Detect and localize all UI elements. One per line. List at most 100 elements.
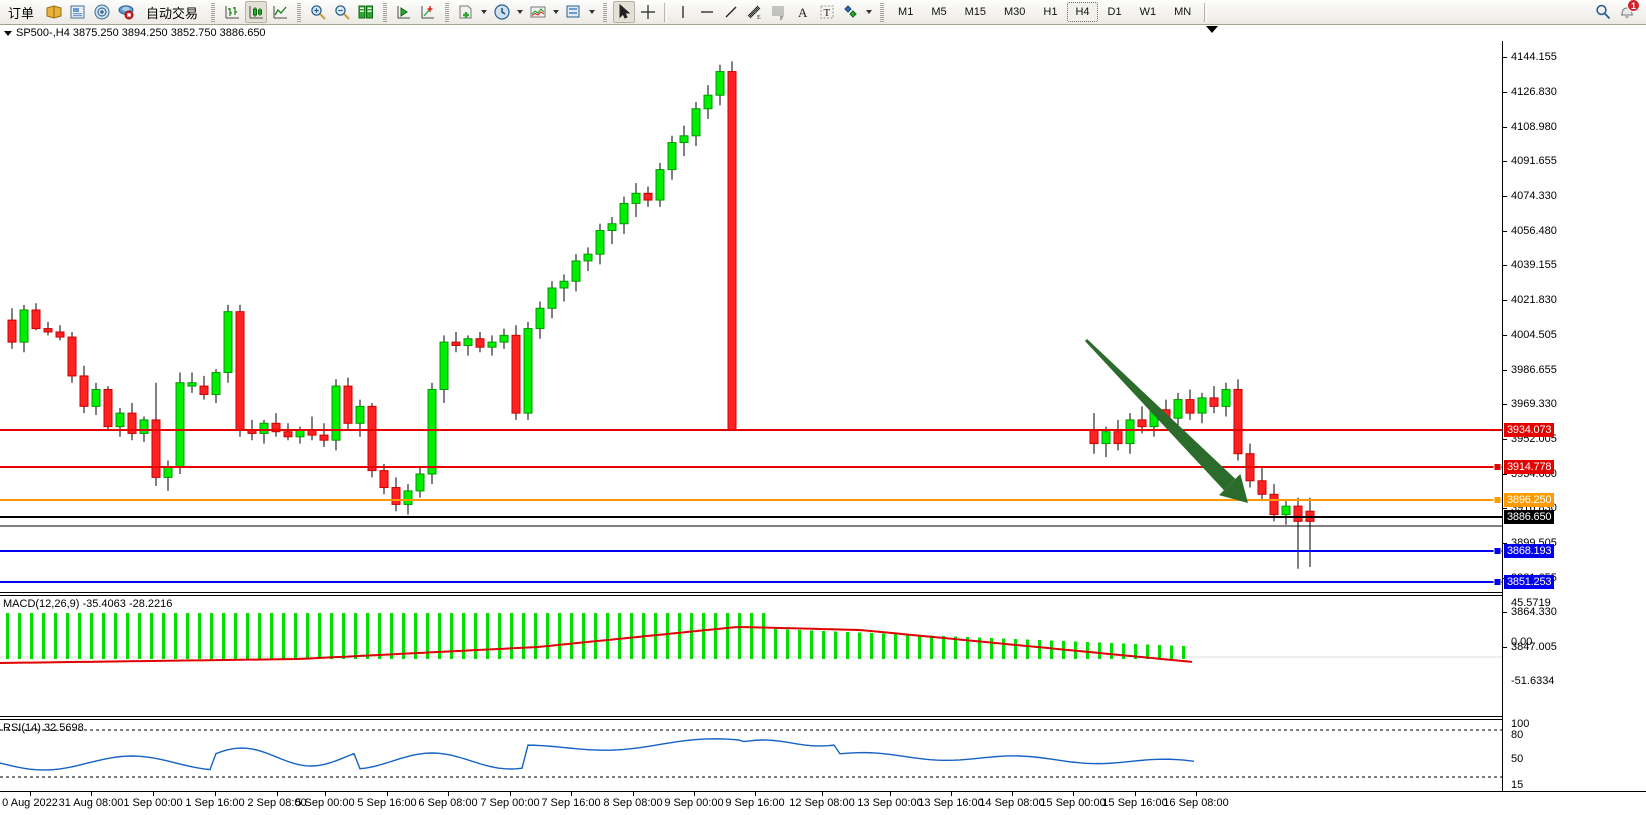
price-chart-pane[interactable] [0, 41, 1502, 593]
price-axis[interactable]: 4144.155 4126.830 4108.980 4091.655 4074.330… [1502, 41, 1646, 791]
svg-text:T: T [824, 7, 831, 19]
price-tick [1503, 300, 1507, 301]
time-tick [890, 792, 891, 796]
price-tick [1503, 474, 1507, 475]
horizontal-line-tool-button[interactable] [696, 1, 718, 23]
time-tick [571, 792, 572, 796]
signal-icon[interactable] [91, 1, 113, 23]
search-button[interactable] [1592, 1, 1614, 23]
candlestick-chart-button[interactable] [245, 1, 268, 23]
macd-pane-bottom-border [0, 716, 1502, 717]
timeframe-m15[interactable]: M15 [964, 6, 986, 18]
tile-windows-button[interactable] [355, 1, 377, 23]
support-level-1-tag[interactable]: 3868.193 [1504, 544, 1555, 558]
cursor-icon [615, 3, 633, 21]
new-order-dropdown-caret[interactable] [481, 10, 488, 14]
indicators-dropdown-caret[interactable] [553, 10, 560, 14]
chart-title: SP500-,H4 3875.250 3894.250 3852.750 388… [16, 27, 266, 39]
time-axis-label: 5 Sep 00:00 [295, 797, 355, 809]
indicators-button[interactable] [527, 1, 549, 23]
timeframe-h1[interactable]: H1 [1043, 6, 1058, 18]
price-tick [1503, 439, 1507, 440]
macd-indicator-pane[interactable]: MACD(12,26,9) -35.4063 -28.2216 [0, 597, 1502, 719]
price-tick [1503, 370, 1507, 371]
time-axis-label: 2 Sep 08:00 [247, 797, 307, 809]
toolbar-grip-6[interactable] [880, 2, 885, 22]
zoom-out-button[interactable] [331, 1, 353, 23]
templates-button[interactable] [563, 1, 585, 23]
chart-top-marker-icon [1206, 26, 1218, 33]
periods-button[interactable] [491, 1, 513, 23]
toolbar-grip-3[interactable] [383, 2, 388, 22]
vertical-line-tool-button[interactable] [672, 1, 694, 23]
new-order-button[interactable] [455, 1, 477, 23]
resistance-level-2-tag[interactable]: 3914.778 [1504, 460, 1555, 474]
bar-chart-button[interactable] [221, 1, 243, 23]
toolbar-grip-4[interactable] [445, 2, 450, 22]
text-tool-button[interactable]: A [792, 1, 814, 23]
time-tick [153, 792, 154, 796]
timeframe-mn[interactable]: MN [1174, 6, 1192, 18]
orders-button[interactable]: 订单 [1, 1, 41, 23]
rsi-indicator-pane[interactable]: RSI(14) 32.5698 [0, 721, 1502, 791]
templates-icon [565, 3, 583, 21]
toolbar-grip-2[interactable] [297, 2, 302, 22]
time-axis-label: 9 Sep 16:00 [725, 797, 785, 809]
price-tick-label: 4126.830 [1511, 86, 1557, 98]
chart-shift-icon [419, 3, 437, 21]
timeframe-w1[interactable]: W1 [1139, 6, 1157, 18]
timeframe-h4[interactable]: H4 [1067, 2, 1098, 22]
toolbar-grip-1[interactable] [211, 2, 216, 22]
zoom-in-icon [309, 3, 327, 21]
timeframe-m30[interactable]: M30 [1004, 6, 1026, 18]
tile-windows-icon [357, 3, 375, 21]
timeframe-m1[interactable]: M1 [898, 6, 914, 18]
periods-dropdown-caret[interactable] [517, 10, 524, 14]
autotrading-icon[interactable] [115, 1, 137, 23]
templates-dropdown-caret[interactable] [589, 10, 596, 14]
zoom-out-icon [333, 3, 351, 21]
price-tick-label: 3847.005 [1511, 641, 1557, 653]
equidistant-channel-tool-button[interactable]: E [744, 1, 766, 23]
bearish-trend-arrow[interactable] [0, 41, 1502, 593]
zoom-in-button[interactable] [307, 1, 329, 23]
clock-icon [493, 3, 511, 21]
support-level-2-tag[interactable]: 3851.253 [1504, 575, 1555, 589]
shapes-dropdown-caret[interactable] [866, 10, 873, 14]
rsi-label: RSI(14) 32.5698 [3, 722, 84, 734]
price-tick [1503, 647, 1507, 648]
cursor-tool-button[interactable] [613, 1, 636, 23]
crosshair-tool-button[interactable] [637, 1, 659, 23]
svg-text:F: F [780, 16, 784, 21]
time-axis[interactable]: 0 Aug 2022 31 Aug 08:00 1 Sep 00:00 1 Sep 1… [0, 791, 1646, 815]
autotrading-label: 自动交易 [146, 5, 199, 21]
toolbar-separator-2 [1204, 2, 1208, 22]
pending-level-tag[interactable]: 3896.250 [1504, 493, 1555, 507]
timeframe-m5[interactable]: M5 [931, 6, 947, 18]
chart-shift-button[interactable] [417, 1, 439, 23]
auto-scroll-button[interactable] [393, 1, 415, 23]
fibonacci-tool-button[interactable]: F [768, 1, 790, 23]
rsi-axis-label-80: 80 [1511, 729, 1524, 741]
text-label-tool-button[interactable]: T [816, 1, 838, 23]
shapes-tool-button[interactable] [840, 1, 862, 23]
book-icon[interactable] [43, 1, 65, 23]
current-price-level-tag[interactable]: 3886.650 [1504, 510, 1555, 524]
trendline-tool-button[interactable] [720, 1, 742, 23]
notifications-button[interactable]: 1 [1616, 0, 1640, 23]
resistance-level-1-tag[interactable]: 3934.073 [1504, 423, 1555, 437]
autotrading-button[interactable]: 自动交易 [139, 1, 205, 23]
time-tick [1012, 792, 1013, 796]
rsi-axis-label-15: 15 [1511, 779, 1524, 791]
line-chart-button[interactable] [269, 1, 291, 23]
svg-text:E: E [757, 15, 761, 21]
time-axis-label: 13 Sep 16:00 [918, 797, 984, 809]
timeframe-d1[interactable]: D1 [1107, 6, 1122, 18]
time-tick [30, 792, 31, 796]
news-icon[interactable] [67, 1, 89, 23]
toolbar-separator-1 [664, 2, 668, 22]
price-tick-label: 4144.155 [1511, 51, 1557, 63]
toolbar-grip-5[interactable] [603, 2, 608, 22]
price-tick [1503, 543, 1507, 544]
chart-menu-caret-icon[interactable] [4, 30, 12, 36]
